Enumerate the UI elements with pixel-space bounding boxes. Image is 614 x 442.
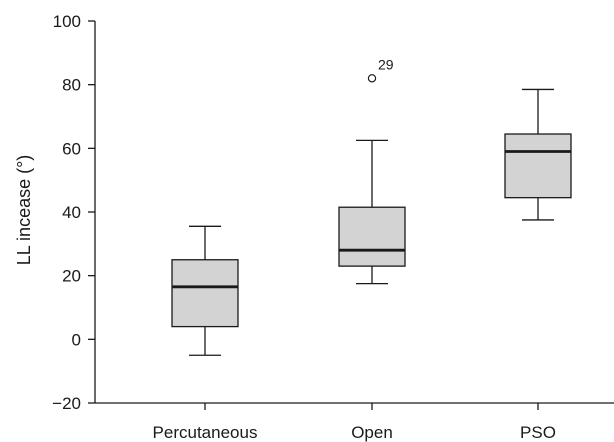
x-tick-label: PSO <box>520 423 556 442</box>
y-tick-label: 0 <box>72 330 81 349</box>
iqr-box <box>171 259 239 328</box>
iqr-box <box>338 206 406 267</box>
outlier-label: 29 <box>378 56 394 72</box>
y-tick-label: −20 <box>52 394 81 413</box>
box-group <box>171 225 239 356</box>
y-axis-title: LL incease (°) <box>14 155 34 266</box>
y-tick-label: 40 <box>62 203 81 222</box>
box-group <box>504 88 572 221</box>
iqr-box <box>504 133 572 199</box>
axes: −20 0 20 40 60 80 100 Percutaneous Open PSO <box>52 12 614 442</box>
x-tick-label: Open <box>351 423 393 442</box>
y-tick-label: 60 <box>62 139 81 158</box>
box-group: 29 <box>338 56 406 285</box>
y-tick-label: 100 <box>53 12 81 31</box>
outlier-point <box>367 74 377 83</box>
y-tick-label: 20 <box>62 267 81 286</box>
y-tick-label: 80 <box>62 76 81 95</box>
x-tick-label: Percutaneous <box>153 423 258 442</box>
boxes: 29 <box>171 56 572 356</box>
